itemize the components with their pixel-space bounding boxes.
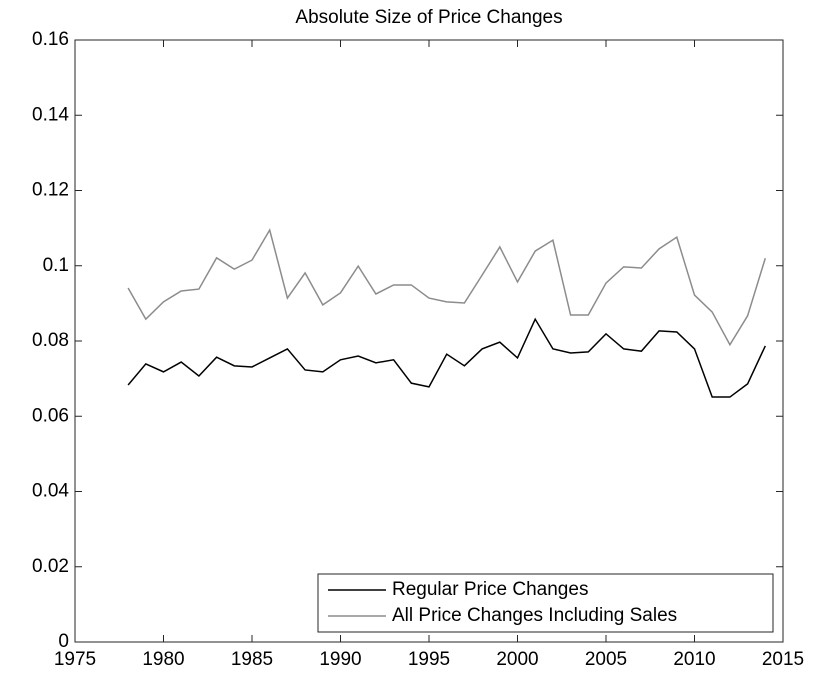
x-tick-label: 1985: [231, 649, 273, 670]
data-line: [127, 228, 767, 347]
y-tick-label: 0.14: [32, 104, 69, 125]
y-tick-label: 0: [58, 631, 69, 652]
y-tick-label: 0.04: [32, 481, 69, 502]
x-tick-label: 1995: [408, 649, 450, 670]
y-tick-label: 0.12: [32, 180, 69, 201]
x-tick-label: 2005: [585, 649, 627, 670]
y-tick-label: 0.1: [43, 255, 69, 276]
y-tick-label: 0.02: [32, 556, 69, 577]
plot-frame: [74, 39, 784, 643]
y-tick-label: 0.06: [32, 405, 69, 426]
data-line: [127, 317, 766, 398]
y-tick-label: 0.08: [32, 330, 69, 351]
legend-label: Regular Price Changes: [392, 579, 588, 600]
y-tick-label: 0.16: [32, 29, 69, 50]
x-tick-label: 1975: [54, 649, 96, 670]
x-tick-label: 2000: [496, 649, 538, 670]
x-tick-label: 1990: [319, 649, 361, 670]
legend-label: All Price Changes Including Sales: [392, 605, 677, 626]
x-tick-label: 1980: [142, 649, 184, 670]
x-tick-label: 2015: [762, 649, 804, 670]
legend-box: [317, 573, 774, 633]
chart-title: Absolute Size of Price Changes: [295, 7, 562, 28]
x-tick-label: 2010: [673, 649, 715, 670]
